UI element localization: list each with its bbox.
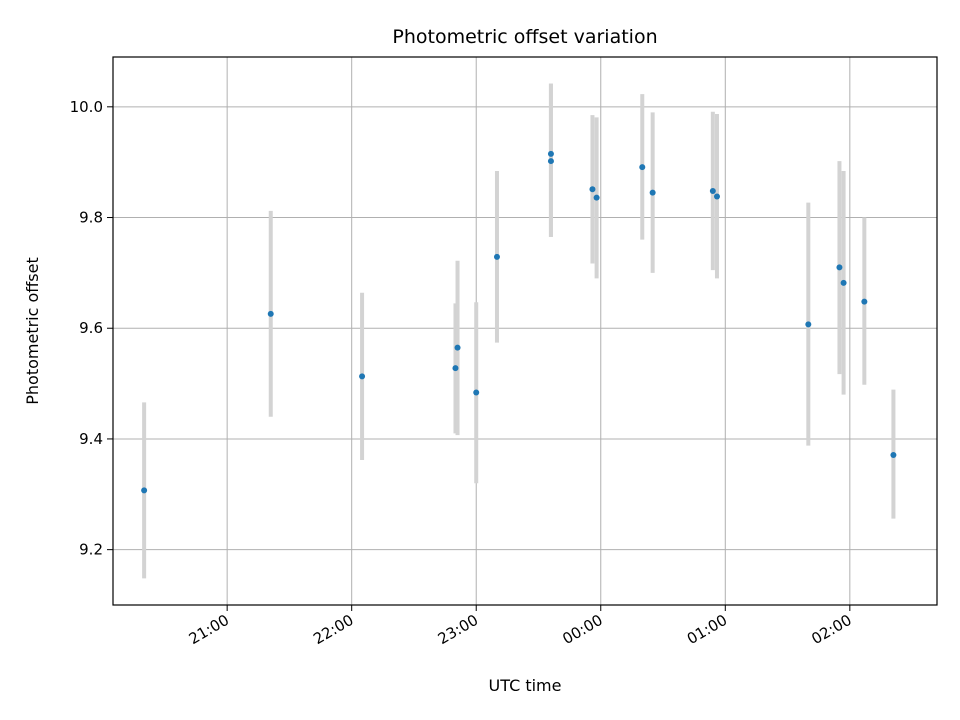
data-points bbox=[141, 150, 897, 494]
data-point bbox=[452, 365, 459, 372]
y-tick-label: 9.8 bbox=[79, 209, 103, 227]
data-point bbox=[709, 187, 716, 194]
data-point bbox=[639, 164, 646, 171]
y-tick-label: 9.6 bbox=[79, 319, 103, 337]
y-axis-label: Photometric offset bbox=[23, 257, 42, 405]
data-point bbox=[890, 451, 897, 458]
y-tick-label: 9.2 bbox=[79, 541, 103, 559]
grid bbox=[113, 57, 937, 605]
data-point bbox=[267, 310, 274, 317]
chart-title: Photometric offset variation bbox=[392, 26, 657, 48]
x-axis-label: UTC time bbox=[489, 676, 562, 695]
y-tick-label: 10.0 bbox=[70, 98, 103, 116]
data-point bbox=[589, 186, 596, 193]
y-tick-label: 9.4 bbox=[79, 430, 103, 448]
data-point bbox=[547, 150, 554, 157]
data-point bbox=[861, 298, 868, 305]
data-point bbox=[454, 344, 461, 351]
data-point bbox=[836, 264, 843, 271]
data-point bbox=[359, 373, 366, 380]
data-point bbox=[840, 279, 847, 286]
data-point bbox=[141, 487, 148, 494]
data-point bbox=[805, 321, 812, 328]
data-point bbox=[649, 189, 656, 196]
data-point bbox=[713, 193, 720, 200]
data-point bbox=[493, 253, 500, 260]
data-point bbox=[547, 158, 554, 165]
data-point bbox=[593, 194, 600, 201]
plot-frame bbox=[112, 56, 938, 606]
y-axis: 9.2 9.4 9.6 9.8 10.0 bbox=[70, 98, 113, 559]
data-point bbox=[473, 389, 480, 396]
